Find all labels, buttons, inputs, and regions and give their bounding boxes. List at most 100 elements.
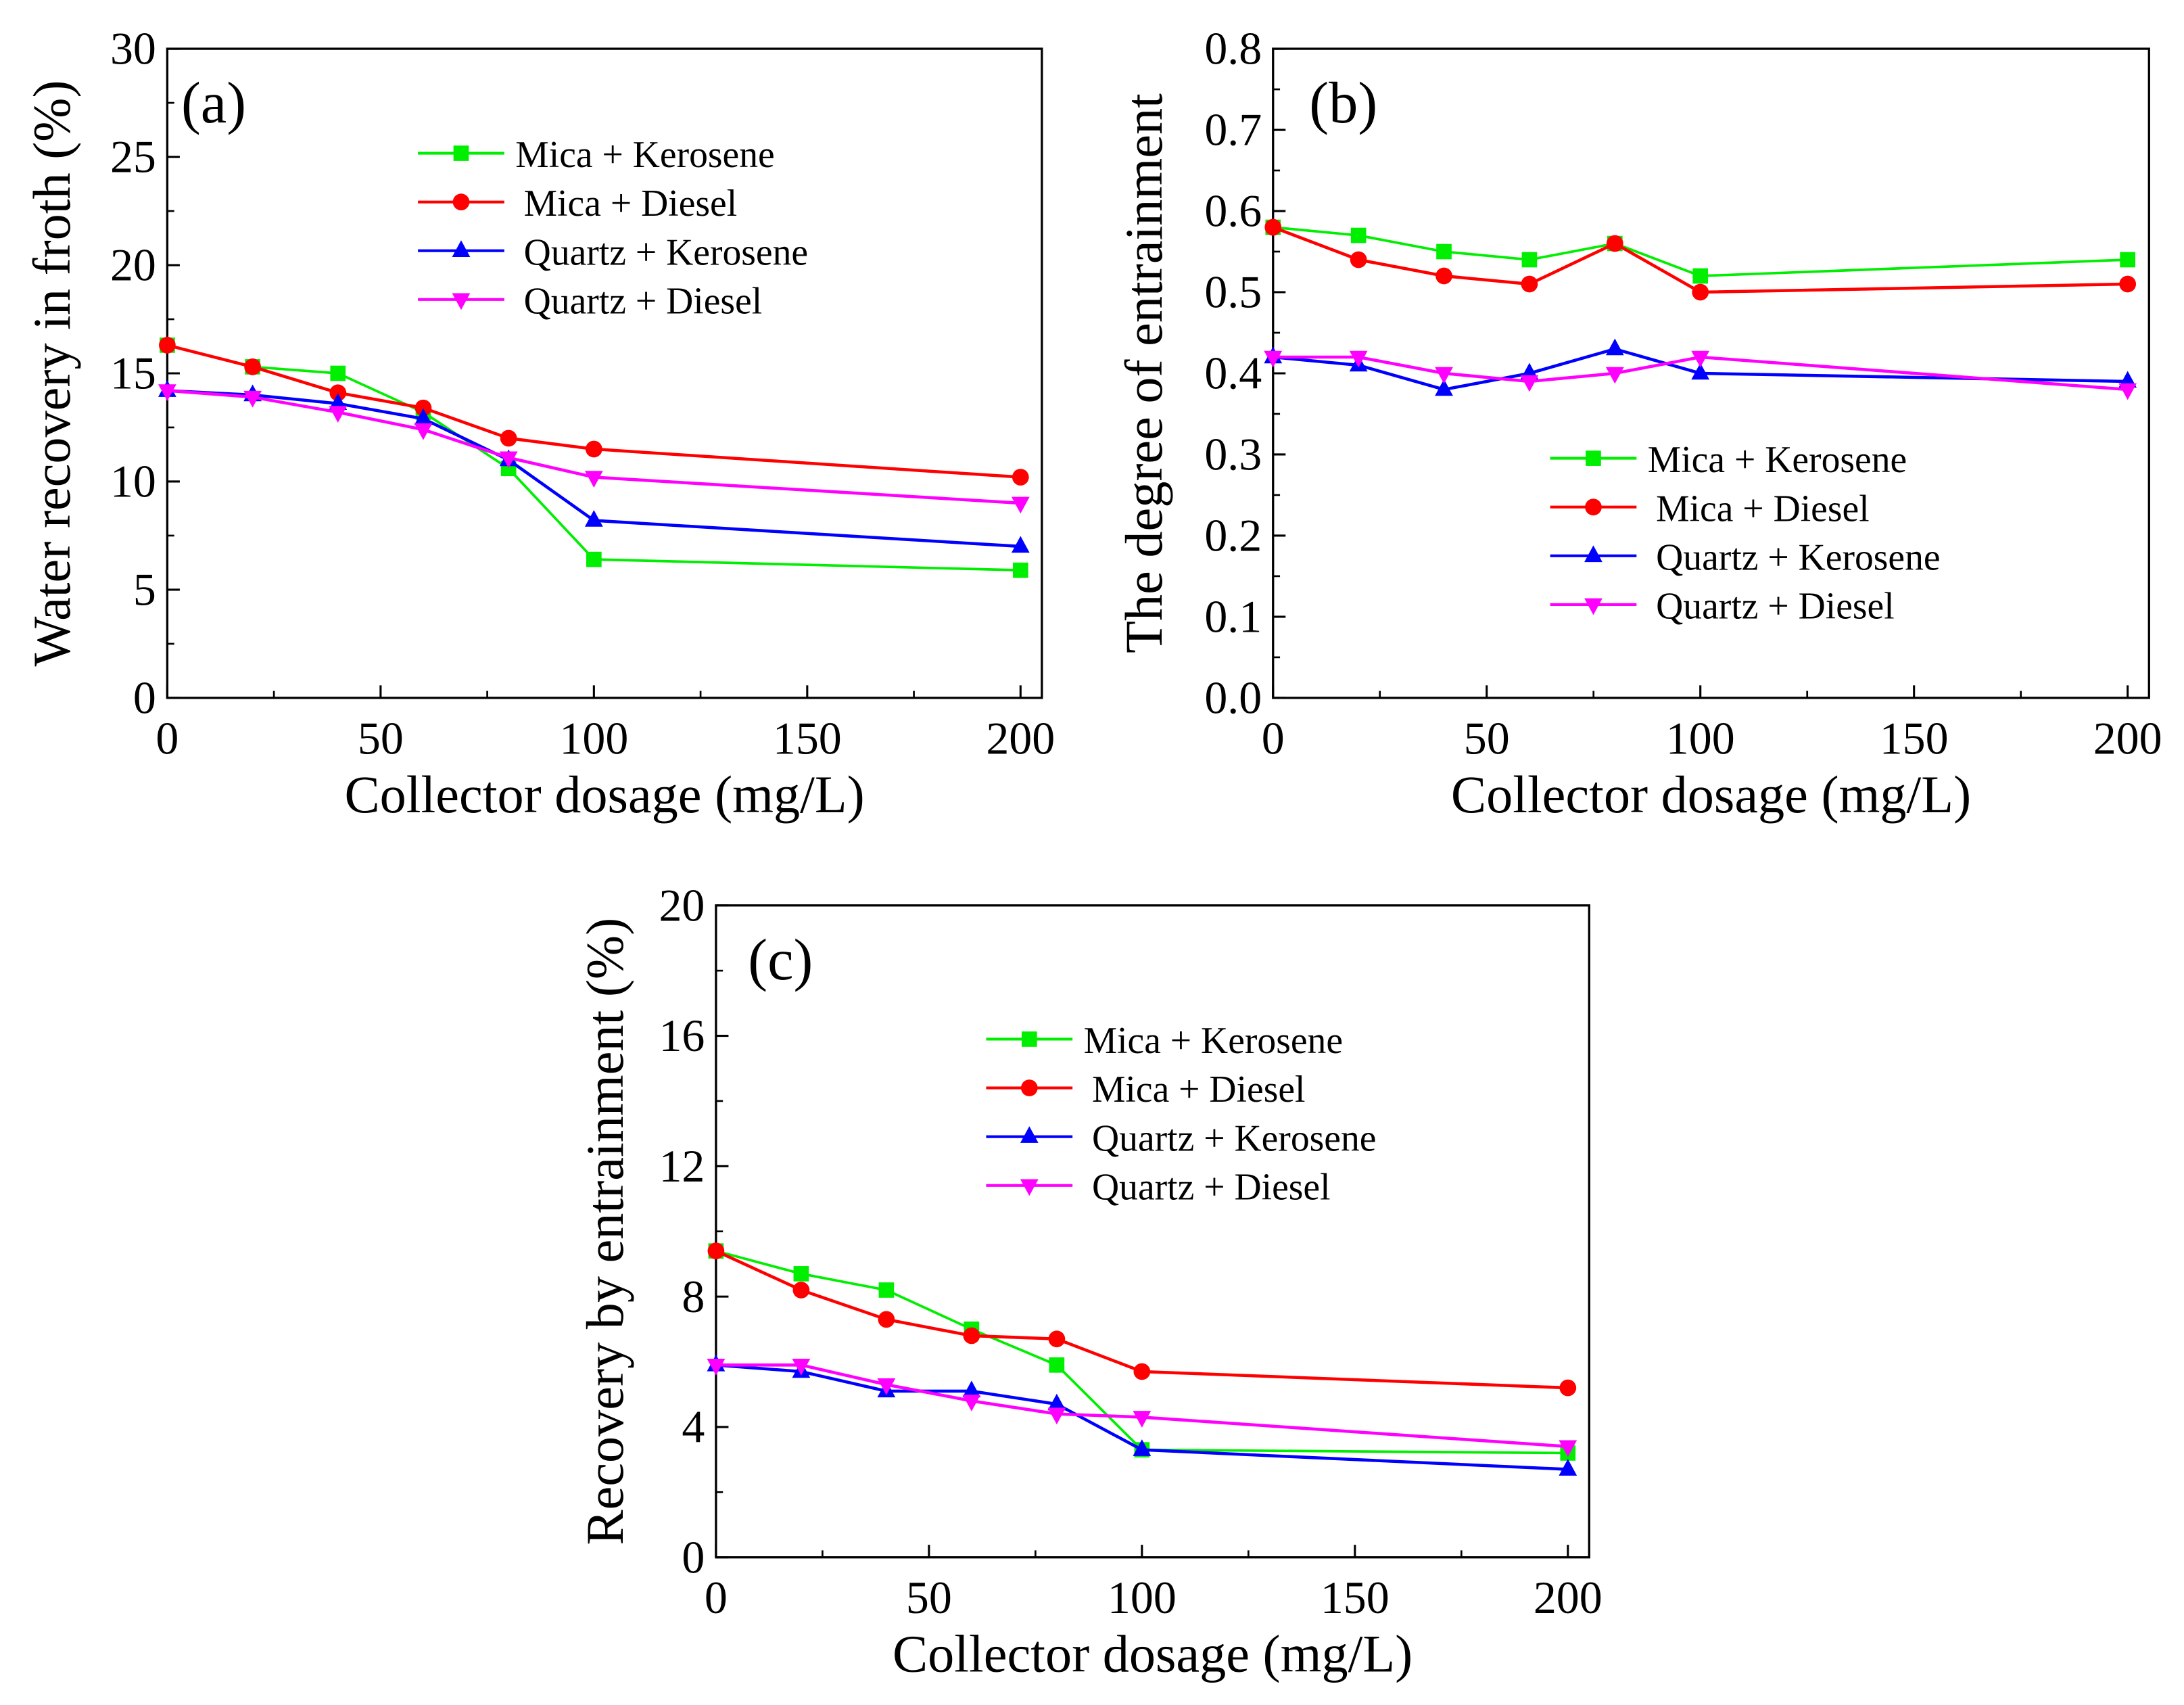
data-point-triangle-up (329, 393, 348, 411)
data-point-triangle-down (1047, 1407, 1066, 1425)
data-point-triangle-up (1559, 1459, 1577, 1476)
data-point-triangle-down (1349, 350, 1368, 368)
series-quartz-diesel (1264, 350, 2137, 400)
y-tick-label: 0.3 (1204, 429, 1262, 480)
data-point-circle (1521, 275, 1538, 293)
panel-label: (b) (1309, 70, 1377, 135)
y-axis-label: Water recovery in froth (%) (22, 80, 81, 666)
legend-item: Quartz + Diesel (1550, 585, 1895, 627)
legend-item: Mica + Diesel (418, 183, 737, 225)
data-point-square (1021, 1031, 1037, 1047)
data-point-square (1049, 1357, 1065, 1373)
x-tick-label: 200 (986, 712, 1055, 764)
data-point-triangle-down (243, 390, 262, 408)
data-point-triangle-up (1691, 363, 1710, 380)
y-tick-label: 4 (682, 1401, 705, 1453)
y-tick-label: 20 (659, 879, 705, 931)
y-axis-label: The degree of entrainment (1114, 93, 1173, 653)
x-tick-label: 100 (1108, 1572, 1177, 1623)
x-tick-label: 0 (156, 712, 179, 764)
data-point-triangle-down (792, 1359, 811, 1376)
plot-frame (715, 904, 1590, 1559)
x-tick-label: 0 (705, 1572, 728, 1623)
x-tick-label: 50 (358, 712, 404, 764)
y-tick-label: 16 (659, 1010, 705, 1061)
data-point-square (1586, 450, 1601, 466)
legend-item: Mica + Kerosene (418, 134, 775, 176)
series-mica-kerosene (708, 1243, 1576, 1461)
legend-label: Quartz + Diesel (1092, 1166, 1331, 1208)
data-point-circle (963, 1327, 980, 1345)
x-axis-label: Collector dosage (mg/L) (893, 1625, 1413, 1683)
y-tick-label: 30 (110, 23, 156, 74)
panel-label: (a) (181, 70, 246, 135)
legend-label: Mica + Diesel (524, 183, 737, 225)
data-point-triangle-down (1691, 350, 1710, 368)
y-tick-label: 20 (110, 239, 156, 291)
data-point-circle (1350, 251, 1367, 268)
data-point-circle (500, 429, 517, 447)
data-point-circle (452, 193, 470, 211)
data-point-triangle-down (1011, 496, 1030, 514)
data-point-circle (878, 1311, 895, 1328)
data-point-square (1012, 562, 1028, 578)
data-point-circle (329, 384, 347, 402)
data-point-triangle-down (1435, 367, 1453, 384)
data-point-triangle-down (158, 384, 176, 402)
series-mica-diesel (1264, 218, 2137, 301)
y-tick-label: 0.8 (1204, 23, 1262, 74)
data-point-circle (1692, 283, 1709, 301)
data-point-triangle-up (1020, 1126, 1039, 1143)
y-tick-label: 0.5 (1204, 266, 1262, 318)
data-point-triangle-down (584, 471, 603, 488)
data-point-triangle-down (329, 406, 348, 423)
data-point-circle (707, 1242, 725, 1259)
data-point-triangle-up (584, 510, 603, 527)
chart-panel-b: 0 50 100 150 200 0.0 0.1 0.2 0.3 0.4 0.5 0.6 0.7 0.8 C… (1114, 23, 2162, 824)
y-tick-label: 12 (659, 1140, 705, 1192)
data-point-circle (2119, 275, 2137, 293)
legend-label: Mica + Diesel (1656, 488, 1870, 530)
panel-label: (c) (748, 927, 813, 992)
y-axis-label: Recovery by entrainment (%) (575, 918, 634, 1545)
series-quartz-diesel (707, 1359, 1577, 1457)
data-point-triangle-down (1020, 1179, 1039, 1196)
data-point-triangle-down (962, 1395, 981, 1411)
data-point-triangle-down (1559, 1440, 1577, 1457)
data-point-triangle-up (1584, 545, 1603, 563)
chart-panel-c: 0 50 100 150 200 0 4 8 12 16 20 Collector dosage (m… (575, 879, 1603, 1683)
y-tick-label: 10 (110, 456, 156, 507)
data-point-triangle-up (1133, 1439, 1152, 1456)
data-point-square (1692, 268, 1709, 284)
y-tick-label: 0.6 (1204, 185, 1262, 237)
series-mica-diesel (159, 337, 1029, 486)
series-mica-kerosene (1265, 219, 2135, 284)
series-mica-kerosene (160, 337, 1028, 578)
legend-item: Quartz + Diesel (986, 1166, 1331, 1208)
data-point-square (878, 1282, 895, 1298)
data-point-triangle-down (707, 1359, 726, 1376)
series-quartz-kerosene (158, 380, 1030, 553)
data-point-triangle-down (877, 1378, 896, 1395)
legend-item: Quartz + Kerosene (986, 1117, 1376, 1159)
data-point-triangle-down (2118, 383, 2137, 400)
y-tick-label: 0.4 (1204, 348, 1262, 399)
data-point-square (2120, 252, 2135, 268)
legend-label: Quartz + Kerosene (1656, 536, 1940, 578)
x-tick-label: 200 (1534, 1572, 1603, 1623)
y-tick-label: 8 (682, 1271, 705, 1322)
y-tick-label: 25 (110, 131, 156, 183)
x-tick-label: 0 (1262, 712, 1285, 764)
data-point-circle (1012, 469, 1029, 486)
y-tick-label: 0.0 (1204, 672, 1262, 724)
data-point-square (1521, 252, 1538, 268)
legend-item: Mica + Kerosene (1550, 439, 1907, 481)
data-point-circle (244, 358, 261, 375)
x-axis-label: Collector dosage (mg/L) (345, 765, 865, 824)
y-tick-label: 0.2 (1204, 510, 1262, 561)
legend-item: Mica + Diesel (1550, 488, 1870, 530)
y-tick-label: 0 (682, 1531, 705, 1583)
y-tick-label: 0 (133, 672, 156, 724)
data-point-triangle-down (1133, 1411, 1152, 1428)
